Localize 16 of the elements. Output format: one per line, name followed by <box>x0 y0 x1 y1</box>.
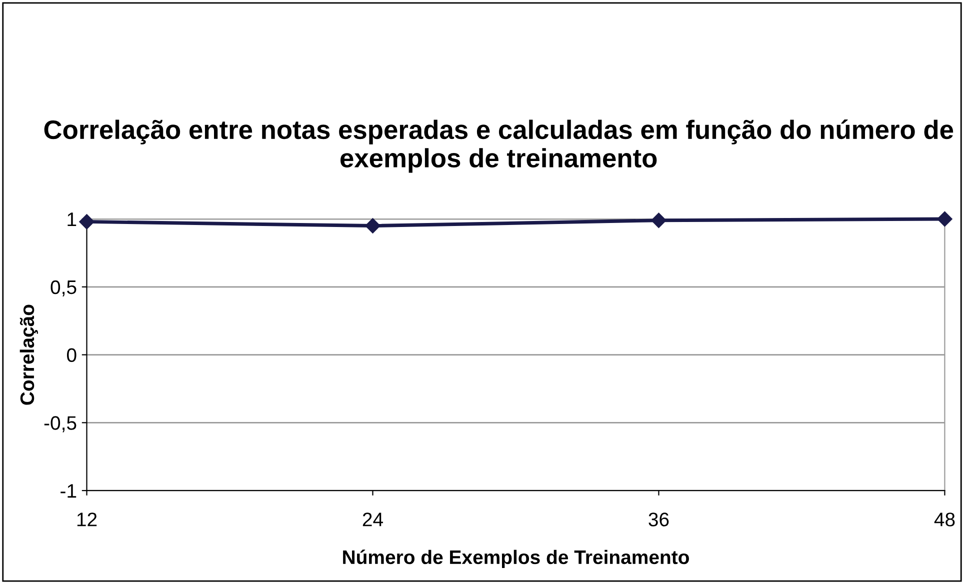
y-axis-title: Correlação <box>20 304 38 405</box>
x-tick-label: 48 <box>934 512 955 526</box>
point <box>365 218 380 234</box>
point <box>79 214 94 230</box>
y-tick-label: 1 <box>68 212 76 226</box>
point <box>937 211 952 227</box>
y-tick-label: 0 <box>66 348 76 362</box>
x-axis-title: Número de Exemplos de Treinamento <box>343 550 689 568</box>
y-tick-label: -0,5 <box>44 416 76 432</box>
y-tick-label: 0,5 <box>50 280 76 296</box>
x-tick-label: 12 <box>77 512 97 526</box>
point <box>651 212 666 228</box>
x-tick-label: 24 <box>362 512 383 526</box>
x-tick-label: 36 <box>648 512 669 526</box>
chart-title: Correlação entre notas esperadas e calculadas em função do número de exemplos de treinamento <box>44 119 954 173</box>
y-tick-label: -1 <box>60 484 76 498</box>
